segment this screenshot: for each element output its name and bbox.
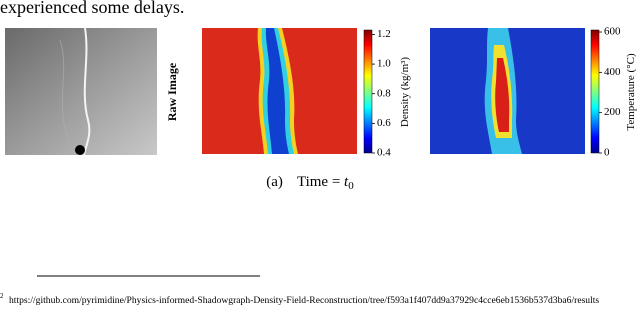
colorbar-label: Temperature (°C)	[625, 53, 637, 131]
footnote-mark: 2	[0, 292, 4, 300]
temperature-plume	[495, 58, 510, 132]
colorbar-tick-label: 1.0	[377, 58, 391, 70]
colorbar	[363, 29, 373, 154]
colorbar-label: Density (kg/m³)	[399, 57, 411, 128]
body-text: experienced some delays.	[0, 0, 184, 17]
raw-image	[5, 28, 157, 155]
caption-label: (a)	[266, 174, 283, 190]
colorbar-tick-label: 0.8	[377, 87, 391, 99]
row-label: Raw Image	[165, 62, 179, 121]
density-plume	[265, 28, 289, 154]
colorbar-tick-label: 0.6	[377, 117, 391, 129]
caption-variable: t	[344, 174, 349, 190]
raw-image-nozzle	[75, 145, 85, 155]
caption: (a) Time = t0	[266, 174, 354, 192]
colorbar-tick-label: 600	[604, 26, 621, 38]
caption-subscript: 0	[348, 180, 354, 192]
colorbar-tick-label: 1.2	[377, 28, 391, 40]
colorbar-tick-label: 0	[604, 147, 610, 159]
colorbar-tick-label: 0.4	[377, 147, 391, 159]
colorbar-tick-label: 400	[604, 66, 621, 78]
footnote-text: https://github.com/pyrimidine/Physics-in…	[9, 295, 599, 306]
caption-text: Time =	[297, 174, 344, 190]
colorbar	[590, 29, 600, 154]
raw-image-edge	[59, 39, 69, 141]
raw-image-edge	[83, 27, 91, 156]
colorbar-tick-label: 200	[604, 106, 621, 118]
